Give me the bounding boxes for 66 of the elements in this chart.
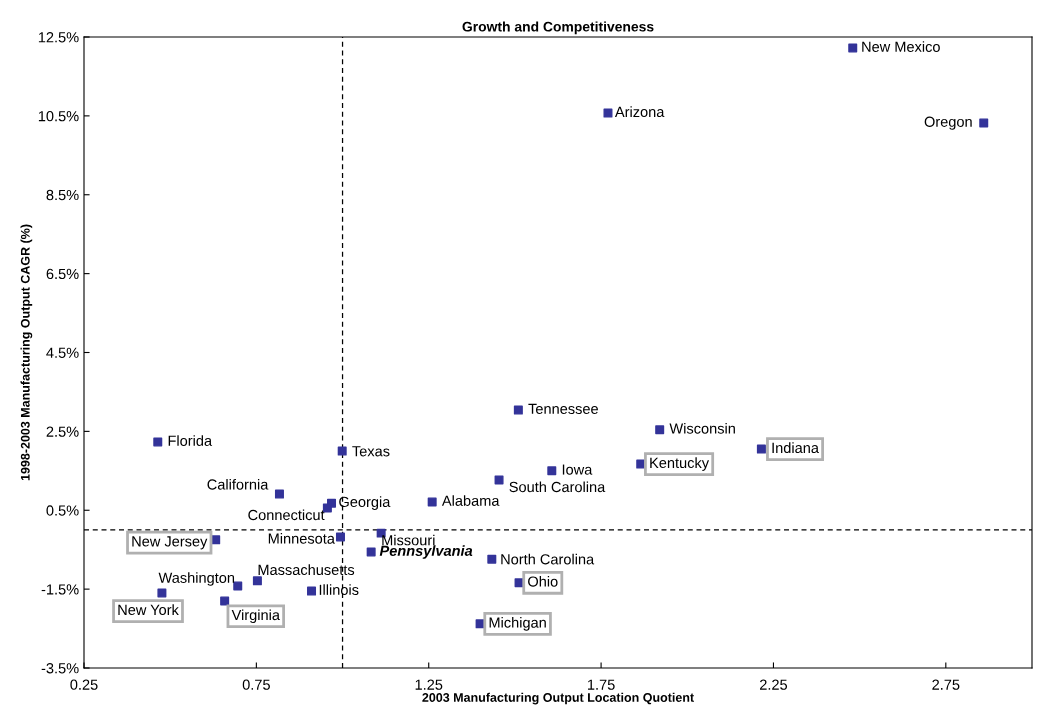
- annotation: Pennsylvania: [379, 545, 473, 559]
- point: [153, 437, 163, 447]
- point: [427, 497, 437, 507]
- point: [157, 588, 167, 598]
- point: [848, 43, 858, 53]
- annotation: New York: [118, 604, 179, 616]
- annotation: California: [207, 478, 269, 490]
- annotation: Florida: [168, 435, 213, 446]
- annotation: Connecticut: [248, 509, 325, 521]
- annotation: Georgia: [339, 496, 391, 510]
- x-tick-label: 2.25: [760, 679, 788, 690]
- y-axis-title: 1998-2003 Manufacturing Output CAGR (%): [20, 224, 33, 481]
- point: [603, 108, 613, 118]
- annotation: Iowa: [562, 464, 593, 475]
- annotation: Washington: [158, 572, 235, 586]
- y-tick-label: 4.5%: [46, 347, 79, 358]
- point: [366, 547, 376, 557]
- x-tick-label: 0.75: [242, 679, 270, 690]
- annotation: Wisconsin: [669, 423, 735, 434]
- point: [494, 475, 504, 485]
- annotation: South Carolina: [509, 481, 606, 493]
- annotation: Illinois: [319, 584, 359, 596]
- annotation: Ohio: [528, 576, 558, 587]
- chart-title: Growth and Competitiveness: [462, 21, 654, 35]
- point: [335, 532, 345, 542]
- annotation: Michigan: [489, 617, 546, 631]
- x-tick-label: 1.25: [415, 679, 443, 690]
- annotation: Missouri: [382, 534, 435, 546]
- annotation: Kentucky: [650, 457, 710, 471]
- annotation: North Carolina: [501, 553, 595, 565]
- y-tick-label: -1.5%: [41, 584, 79, 595]
- point: [756, 444, 766, 454]
- x-tick-label: 0.25: [70, 679, 98, 690]
- annotation: Texas: [352, 446, 390, 457]
- x-tick-label: 1.75: [588, 679, 615, 690]
- annotation: Minnesota: [268, 533, 335, 544]
- y-tick-label: 10.5%: [38, 110, 79, 122]
- point: [979, 118, 989, 128]
- annotation: Arizona: [614, 106, 665, 118]
- y-tick-label: -3.5%: [41, 663, 79, 674]
- point: [487, 554, 497, 564]
- point: [547, 466, 557, 476]
- point: [513, 405, 523, 415]
- y-tick-label: 8.5%: [46, 189, 79, 201]
- point: [337, 446, 347, 456]
- annotation: Massachusetts: [258, 564, 355, 576]
- y-tick-label: 12.5%: [38, 32, 79, 43]
- point: [233, 581, 243, 591]
- annotation: Tennessee: [528, 403, 598, 414]
- annotation: Oregon: [924, 116, 972, 130]
- annotation: Virginia: [231, 609, 280, 624]
- annotation: Indiana: [772, 442, 819, 454]
- point: [252, 576, 262, 586]
- point: [220, 596, 230, 606]
- x-axis-title: 2003 Manufacturing Output Location Quotient: [422, 692, 694, 705]
- y-tick-label: 0.5%: [46, 505, 79, 516]
- annotation: New Jersey: [132, 536, 208, 550]
- annotation: New Mexico: [862, 41, 940, 52]
- point: [211, 535, 221, 545]
- x-tick-label: 2.75: [932, 679, 960, 690]
- y-tick-label: 6.5%: [46, 268, 79, 280]
- y-tick-label: 2.5%: [46, 426, 79, 437]
- annotation: Alabama: [441, 495, 500, 506]
- point: [655, 425, 665, 435]
- point: [274, 489, 284, 499]
- point: [307, 586, 317, 596]
